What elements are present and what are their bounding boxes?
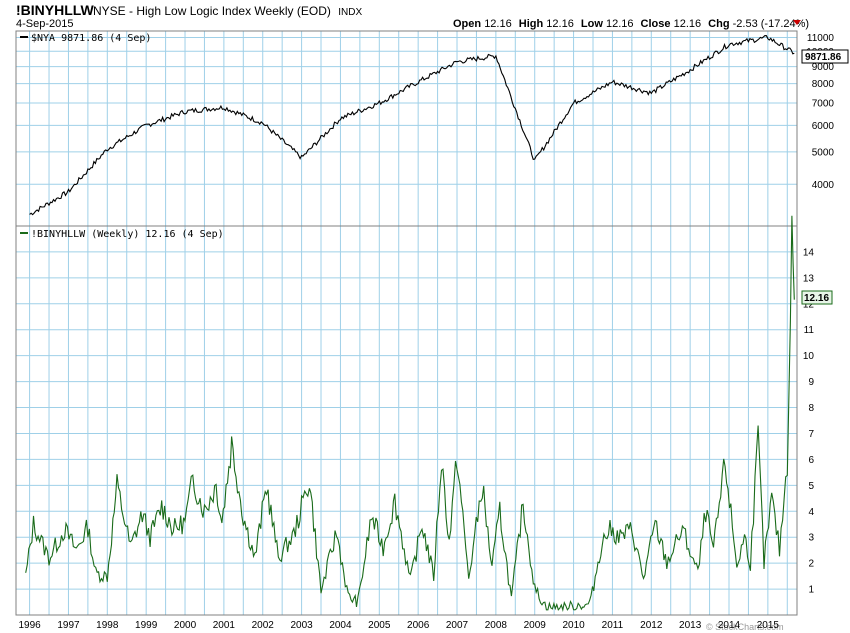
y-tick-label-bottom: 14 (803, 247, 815, 258)
x-tick-label: 2004 (329, 620, 352, 631)
open-value: 12.16 (484, 18, 512, 30)
y-tick-label-top: 9000 (812, 62, 835, 73)
x-tick-label: 2005 (368, 620, 391, 631)
x-tick-label: 2013 (679, 620, 702, 631)
x-tick-label: 2001 (213, 620, 236, 631)
close-label: Close (641, 18, 671, 30)
y-tick-label-bottom: 7 (808, 429, 814, 440)
y-tick-label-top: 7000 (812, 99, 835, 110)
x-tick-label: 1999 (135, 620, 158, 631)
chart-description: NYSE - High Low Logic Index Weekly (EOD)… (93, 4, 362, 18)
grid-layer (16, 31, 797, 615)
y-tick-label-top: 5000 (812, 147, 835, 158)
y-tick-label-top: 6000 (812, 121, 835, 132)
exchange-label: INDX (338, 7, 362, 18)
chg-label: Chg (708, 18, 729, 30)
binyhllw-series-line (25, 215, 795, 612)
x-tick-label: 2007 (446, 620, 469, 631)
y-tick-label-bottom: 10 (803, 351, 815, 362)
chg-value: -2.53 (-17.24%) (733, 18, 809, 30)
x-tick-label: 2010 (562, 620, 585, 631)
top-panel-frame (15, 30, 798, 227)
y-tick-label-top: 4000 (812, 180, 835, 191)
x-tick-label: 1998 (96, 620, 119, 631)
bottom-last-value-text: 12.16 (804, 293, 829, 304)
chart-description-text: NYSE - High Low Logic Index Weekly (EOD) (93, 4, 331, 18)
series-layer (25, 35, 795, 612)
y-tick-label-bottom: 3 (808, 533, 814, 544)
low-label: Low (581, 18, 603, 30)
y-tick-label-bottom: 8 (808, 403, 814, 414)
x-tick-label: 2011 (602, 620, 624, 631)
bottom-last-value-box: 12.16 (801, 290, 833, 305)
open-label: Open (453, 18, 481, 30)
axis-layer: 1996 1997 1998 1999 2000 2001 2002 2003 2004 2005… (18, 33, 834, 631)
watermark: © StockCharts.com (706, 622, 784, 632)
chart-date: 4-Sep-2015 (16, 18, 74, 30)
high-value: 12.16 (546, 18, 574, 30)
x-tick-label: 2003 (290, 620, 313, 631)
x-tick-label: 2000 (174, 620, 197, 631)
y-tick-label-top: 8000 (812, 79, 835, 90)
ohlc-summary: Open 12.16 High 12.16 Low 12.16 Close 12… (453, 18, 809, 30)
x-tick-label: 2009 (524, 620, 547, 631)
chart-symbol: !BINYHLLW (16, 2, 95, 18)
x-tick-label: 2008 (485, 620, 508, 631)
y-tick-label-bottom: 6 (808, 455, 814, 466)
x-tick-label: 2015 (757, 620, 780, 631)
chg-down-icon (793, 20, 801, 25)
top-legend-text: $NYA 9871.86 (4 Sep) (31, 33, 151, 44)
x-tick-label: 2002 (252, 620, 275, 631)
low-value: 12.16 (606, 18, 634, 30)
y-tick-label-bottom: 2 (808, 559, 814, 570)
y-tick-label-bottom: 4 (808, 507, 814, 518)
y-tick-label-bottom: 13 (803, 273, 815, 284)
y-tick-label-bottom: 9 (808, 377, 814, 388)
x-tick-label: 1996 (18, 620, 41, 631)
x-tick-label: 2006 (407, 620, 430, 631)
bottom-panel-frame (15, 225, 798, 616)
y-tick-label-bottom: 1 (808, 585, 814, 596)
y-tick-label-bottom: 11 (804, 325, 815, 336)
x-tick-label: 1997 (57, 620, 80, 631)
bottom-legend-text: !BINYHLLW (Weekly) 12.16 (4 Sep) (31, 229, 224, 240)
nya-series-line (29, 35, 795, 216)
y-tick-label-bottom: 5 (808, 481, 814, 492)
y-tick-label-bottom: 12 (803, 299, 815, 310)
top-last-value-text: 9871.86 (805, 52, 842, 63)
high-label: High (519, 18, 544, 30)
y-tick-label-top: 11000 (807, 33, 835, 44)
top-last-value-box: 9871.86 (801, 49, 849, 64)
x-tick-label: 2012 (640, 620, 663, 631)
close-value: 12.16 (674, 18, 702, 30)
x-tick-label: 2014 (718, 620, 741, 631)
